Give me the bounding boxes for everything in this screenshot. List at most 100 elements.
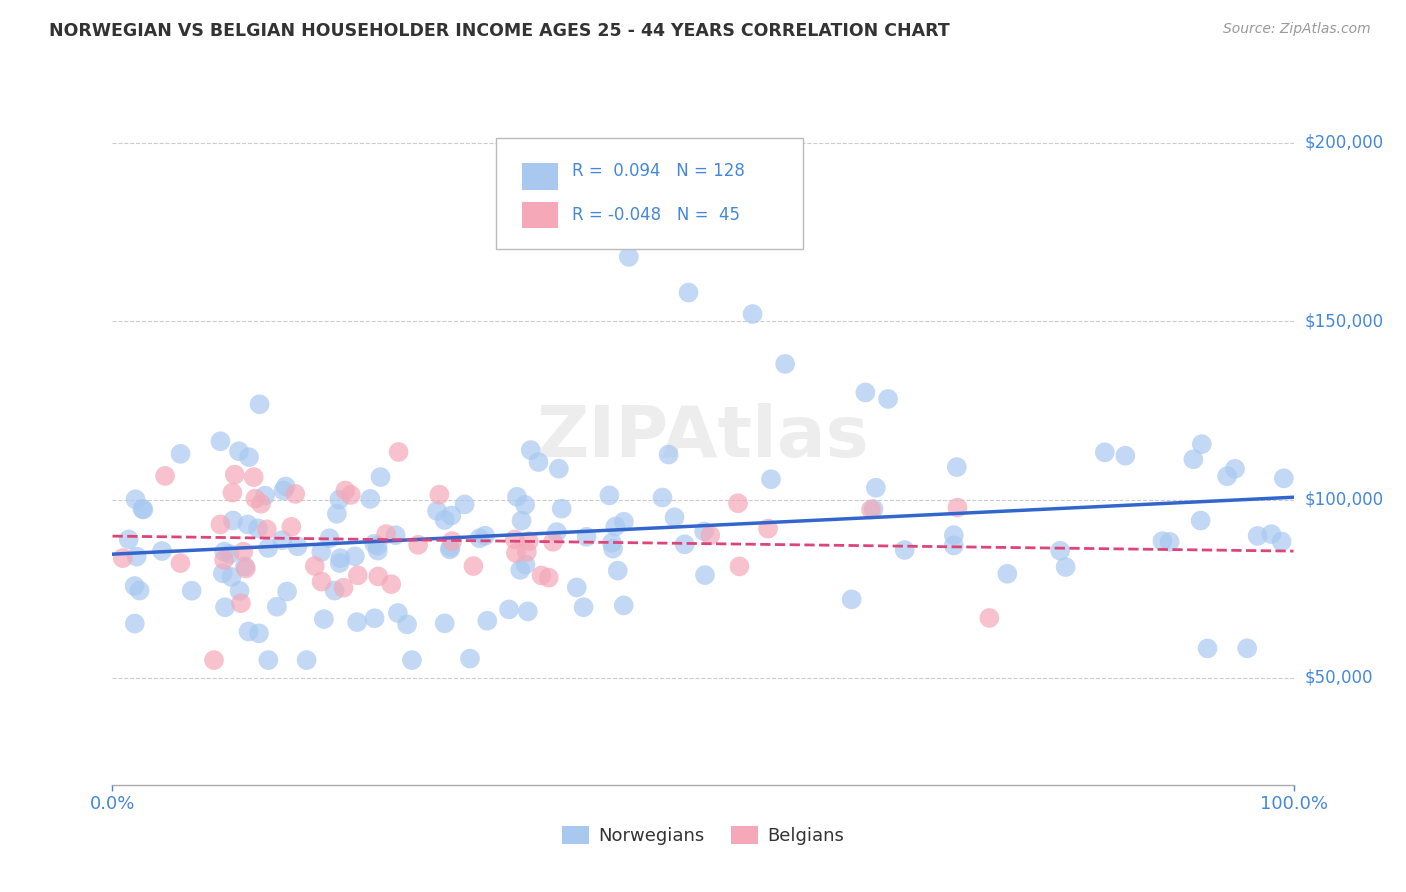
Point xyxy=(453,498,475,512)
Text: $50,000: $50,000 xyxy=(1305,669,1374,687)
Point xyxy=(406,538,429,552)
Legend: Norwegians, Belgians: Norwegians, Belgians xyxy=(554,819,852,853)
Point xyxy=(326,507,349,521)
Point xyxy=(477,614,499,628)
Point xyxy=(202,653,225,667)
Point xyxy=(235,561,257,575)
FancyBboxPatch shape xyxy=(522,163,558,190)
Point xyxy=(287,539,309,553)
Point xyxy=(131,501,153,516)
Point xyxy=(468,531,491,545)
Point xyxy=(118,533,141,547)
Point xyxy=(229,596,252,610)
Text: $100,000: $100,000 xyxy=(1305,491,1384,508)
Point xyxy=(124,616,146,631)
Point xyxy=(979,611,1001,625)
Point xyxy=(256,522,278,536)
Text: $150,000: $150,000 xyxy=(1305,312,1384,330)
Point xyxy=(503,533,526,547)
Point xyxy=(124,579,146,593)
Point xyxy=(318,531,340,545)
Point xyxy=(516,545,538,559)
Point xyxy=(773,357,796,371)
Point xyxy=(335,483,357,498)
Point xyxy=(153,469,176,483)
Point xyxy=(271,533,294,548)
Point xyxy=(250,497,273,511)
Point xyxy=(209,434,232,449)
Point xyxy=(1191,437,1213,451)
Text: NORWEGIAN VS BELGIAN HOUSEHOLDER INCOME AGES 25 - 44 YEARS CORRELATION CHART: NORWEGIAN VS BELGIAN HOUSEHOLDER INCOME … xyxy=(49,22,950,40)
Point xyxy=(387,445,409,459)
Point xyxy=(254,489,277,503)
Point xyxy=(439,541,461,555)
Point xyxy=(276,584,298,599)
Point xyxy=(329,556,352,570)
Point xyxy=(617,250,640,264)
Point xyxy=(221,570,243,584)
Point xyxy=(946,500,969,515)
Point xyxy=(440,508,463,523)
Point xyxy=(363,537,385,551)
Point xyxy=(169,556,191,570)
Point xyxy=(396,617,419,632)
Point xyxy=(211,566,233,581)
Point xyxy=(367,543,389,558)
Point xyxy=(575,530,598,544)
Point xyxy=(273,483,295,498)
Point xyxy=(246,521,269,535)
Point xyxy=(222,514,245,528)
Point xyxy=(236,517,259,532)
Point xyxy=(651,491,673,505)
Point xyxy=(309,545,332,559)
Point xyxy=(942,528,965,542)
Point xyxy=(401,653,423,667)
Point xyxy=(1049,543,1071,558)
Point xyxy=(756,522,779,536)
Point xyxy=(699,528,721,542)
Point xyxy=(433,513,456,527)
Point xyxy=(693,524,716,539)
Point xyxy=(530,568,553,582)
Point xyxy=(328,492,350,507)
Point xyxy=(519,443,541,458)
Point xyxy=(572,600,595,615)
Point xyxy=(862,502,884,516)
Point xyxy=(367,569,389,583)
Point xyxy=(218,547,240,561)
Point xyxy=(233,559,256,574)
Point xyxy=(169,447,191,461)
Point xyxy=(605,519,627,533)
Point xyxy=(516,604,538,618)
Point xyxy=(439,542,461,557)
Point xyxy=(433,616,456,631)
Point xyxy=(664,510,686,524)
Point xyxy=(995,566,1018,581)
Point xyxy=(242,470,264,484)
Point xyxy=(380,577,402,591)
Point xyxy=(893,543,915,558)
Point xyxy=(212,544,235,558)
Point xyxy=(510,514,533,528)
Point xyxy=(363,611,385,625)
Point xyxy=(1246,529,1268,543)
Point xyxy=(853,385,876,400)
Point xyxy=(517,534,540,549)
Point xyxy=(228,444,250,458)
Point xyxy=(323,583,346,598)
Point xyxy=(124,492,146,507)
Text: Source: ZipAtlas.com: Source: ZipAtlas.com xyxy=(1223,22,1371,37)
Point xyxy=(329,551,352,566)
Point xyxy=(346,615,368,629)
Point xyxy=(359,491,381,506)
Point xyxy=(1152,534,1174,549)
Point xyxy=(506,490,529,504)
Point xyxy=(515,558,537,572)
Point xyxy=(332,581,354,595)
Point xyxy=(598,488,620,502)
Point xyxy=(1223,462,1246,476)
Point xyxy=(613,599,636,613)
Point xyxy=(111,551,134,566)
Point xyxy=(257,653,280,667)
Point xyxy=(693,568,716,582)
